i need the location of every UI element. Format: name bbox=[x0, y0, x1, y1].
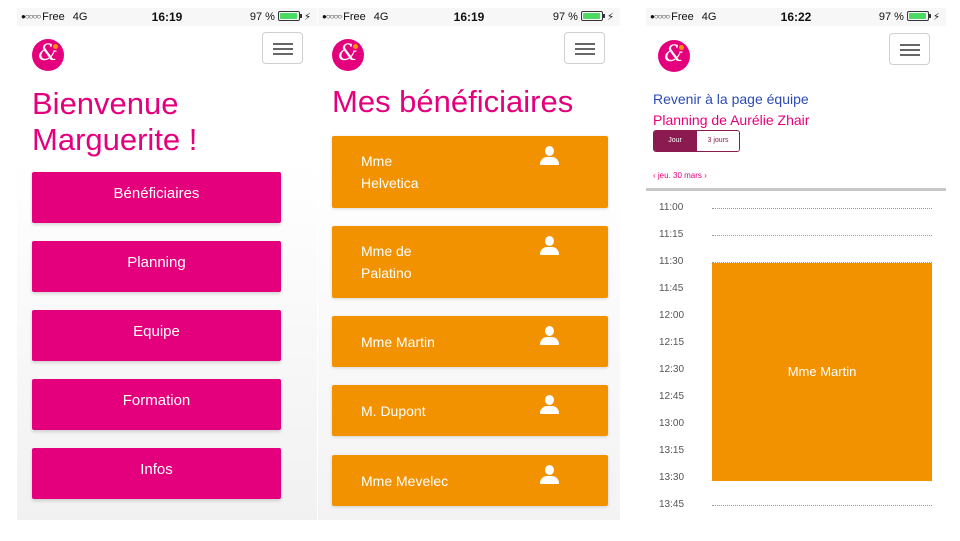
person-icon bbox=[539, 236, 559, 256]
back-to-team-link[interactable]: Revenir à la page équipe bbox=[653, 91, 809, 107]
home-screen: ●○○○○ Free 4G 16:19 97 % ⚡ & Bienvenue Marg… bbox=[17, 8, 317, 520]
time-label: 11:00 bbox=[659, 202, 684, 213]
beneficiary-card[interactable]: Mme Mevelec bbox=[332, 455, 608, 506]
charging-icon: ⚡ bbox=[932, 12, 940, 23]
person-icon bbox=[539, 465, 559, 485]
date-navigator[interactable]: ‹ jeu. 30 mars › bbox=[653, 171, 707, 180]
time-label: 12:00 bbox=[659, 310, 685, 321]
hamburger-menu-button[interactable] bbox=[564, 32, 605, 64]
time-label: 12:45 bbox=[659, 391, 685, 402]
beneficiary-card[interactable]: M. Dupont bbox=[332, 385, 608, 436]
time-slot[interactable]: 11:15 bbox=[646, 228, 946, 242]
time-slot[interactable]: 11:00 bbox=[646, 201, 946, 215]
time-slot[interactable]: 13:45 bbox=[646, 498, 946, 512]
battery-percent: 97 % bbox=[878, 11, 904, 23]
person-icon bbox=[539, 146, 559, 166]
page-title: Mes bénéficiaires bbox=[332, 84, 574, 119]
status-bar: ●○○○○ Free 4G 16:19 97 % ⚡ bbox=[17, 8, 317, 26]
clock: 16:19 bbox=[151, 10, 183, 24]
time-label: 11:30 bbox=[659, 256, 684, 267]
ampersand-logo[interactable]: & bbox=[658, 40, 690, 72]
infos-button[interactable]: Infos bbox=[32, 448, 281, 499]
equipe-button[interactable]: Equipe bbox=[32, 310, 281, 361]
signal-dots: ●○○○○ bbox=[322, 12, 342, 21]
signal-dots: ●○○○○ bbox=[650, 12, 670, 21]
beneficiaries-screen: ●○○○○ Free 4G 16:19 97 % ⚡ & Mes bénéficiai… bbox=[318, 8, 620, 520]
time-slot[interactable]: 11:30 bbox=[646, 255, 946, 269]
time-label: 13:30 bbox=[659, 472, 685, 483]
time-label: 13:45 bbox=[659, 499, 685, 510]
time-label: 13:15 bbox=[659, 445, 685, 456]
time-label: 11:45 bbox=[659, 283, 684, 294]
clock: 16:19 bbox=[453, 10, 485, 24]
battery-percent: 97 % bbox=[552, 11, 578, 23]
time-label: 11:15 bbox=[659, 229, 684, 240]
planning-button[interactable]: Planning bbox=[32, 241, 281, 292]
formation-button[interactable]: Formation bbox=[32, 379, 281, 430]
planning-screen: ●○○○○ Free 4G 16:22 97 % ⚡ & Revenir à la p… bbox=[646, 8, 946, 520]
status-bar: ●○○○○ Free 4G 16:19 97 % ⚡ bbox=[318, 8, 620, 26]
carrier-label: Free bbox=[42, 11, 65, 23]
carrier-label: Free bbox=[671, 11, 694, 23]
network-label: 4G bbox=[373, 11, 389, 23]
time-gridline bbox=[712, 235, 932, 236]
time-label: 13:00 bbox=[659, 418, 685, 429]
time-gridline bbox=[712, 505, 932, 506]
person-icon bbox=[539, 395, 559, 415]
hamburger-menu-button[interactable] bbox=[262, 32, 303, 64]
divider bbox=[646, 188, 946, 191]
beneficiary-card[interactable]: Mme de Palatino bbox=[332, 226, 608, 298]
network-label: 4G bbox=[701, 11, 717, 23]
carrier-label: Free bbox=[343, 11, 366, 23]
person-icon bbox=[539, 326, 559, 346]
signal-dots: ●○○○○ bbox=[21, 12, 41, 21]
time-label: 12:30 bbox=[659, 364, 685, 375]
network-label: 4G bbox=[72, 11, 88, 23]
time-gridline bbox=[712, 208, 932, 209]
battery-icon bbox=[580, 11, 605, 21]
beneficiary-card[interactable]: Mme Helvetica bbox=[332, 136, 608, 208]
battery-percent: 97 % bbox=[249, 11, 275, 23]
time-gridline bbox=[712, 262, 932, 263]
charging-icon: ⚡ bbox=[303, 12, 311, 23]
clock: 16:22 bbox=[780, 10, 812, 24]
charging-icon: ⚡ bbox=[606, 12, 614, 23]
day-view-button[interactable]: Jour bbox=[654, 131, 696, 151]
three-days-view-button[interactable]: 3 jours bbox=[696, 131, 739, 151]
battery-icon bbox=[277, 11, 302, 21]
battery-icon bbox=[906, 11, 931, 21]
beneficiary-card[interactable]: Mme Martin bbox=[332, 316, 608, 367]
hamburger-menu-button[interactable] bbox=[889, 33, 930, 65]
ampersand-logo[interactable]: & bbox=[32, 39, 64, 71]
time-label: 12:15 bbox=[659, 337, 685, 348]
appointment-block[interactable]: Mme Martin bbox=[712, 263, 932, 481]
welcome-heading: Bienvenue Marguerite ! bbox=[32, 86, 198, 157]
status-bar: ●○○○○ Free 4G 16:22 97 % ⚡ bbox=[646, 8, 946, 26]
planning-title: Planning de Aurélie Zhair bbox=[653, 112, 810, 128]
beneficiaires-button[interactable]: Bénéficiaires bbox=[32, 172, 281, 223]
view-toggle: Jour 3 jours bbox=[653, 130, 740, 152]
ampersand-logo[interactable]: & bbox=[332, 39, 364, 71]
